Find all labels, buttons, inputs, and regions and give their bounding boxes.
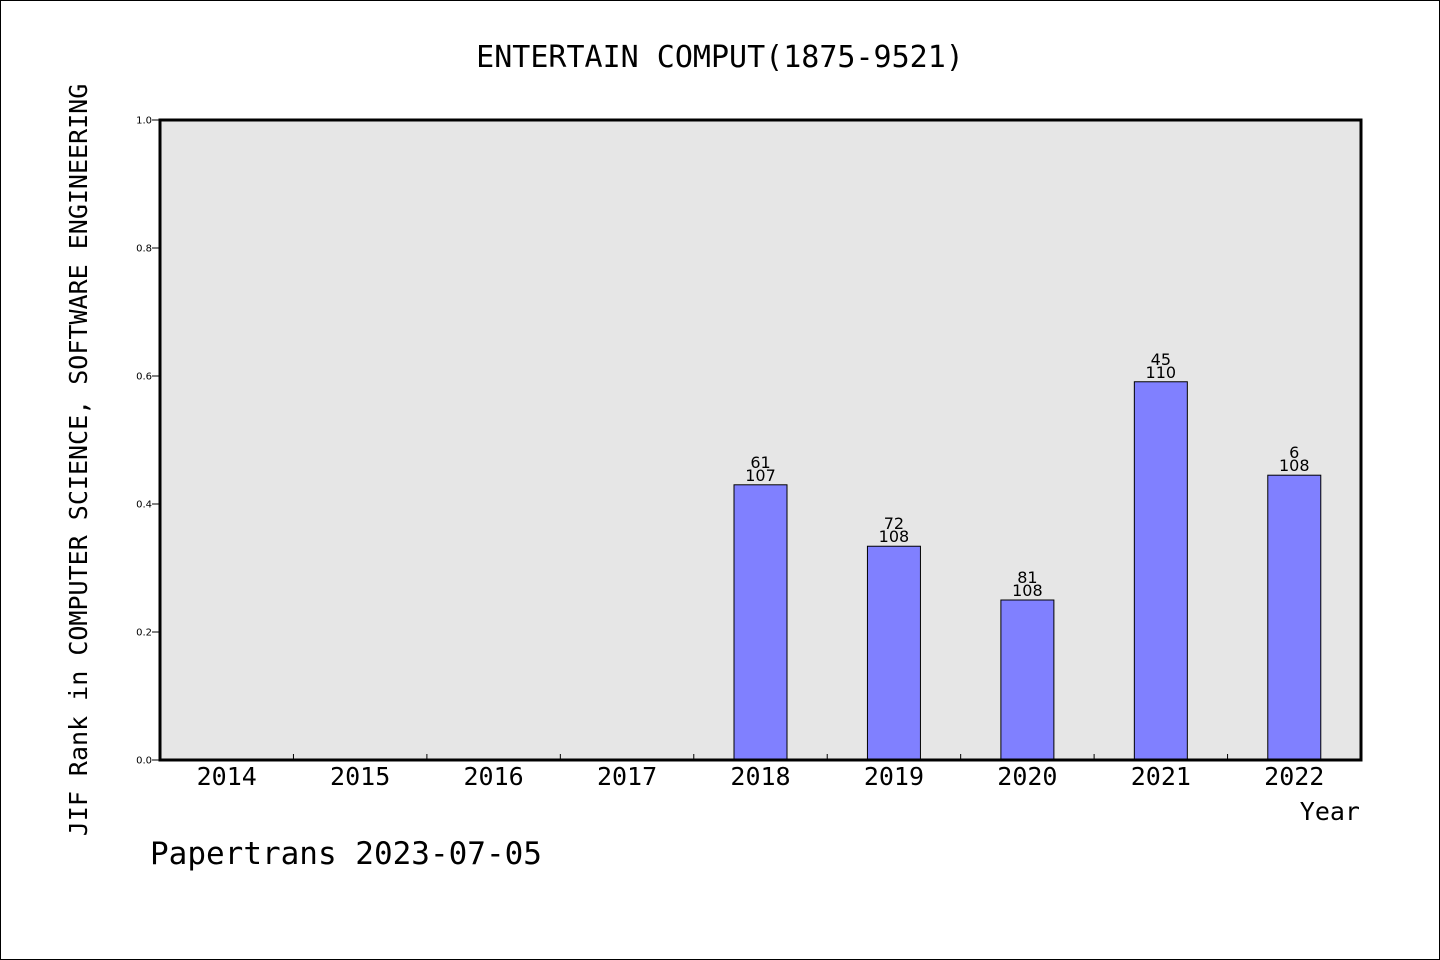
x-tick-label-2019: 2019 <box>864 762 924 791</box>
y-tick-label: 0.8 <box>136 244 152 255</box>
bar-2022 <box>1267 474 1322 761</box>
y-tick-label: 0.4 <box>136 500 152 511</box>
bar-total-label: 108 <box>1012 581 1043 600</box>
y-ticks-group: 0.0 0.2 0.4 0.6 0.8 1.0 <box>136 116 160 767</box>
x-ticks-group: 2014 2015 2016 2017 2018 2019 2020 2021 2022 <box>197 754 1324 791</box>
bar-2019 <box>866 545 921 761</box>
y-tick-label: 0.6 <box>136 372 152 383</box>
bar-rank-label: 61 <box>750 453 770 472</box>
chart-title: ENTERTAIN COMPUT(1875-9521) <box>476 40 964 75</box>
bar-rank-label: 45 <box>1151 350 1171 369</box>
y-axis-label: JIF Rank in COMPUTER SCIENCE, SOFTWARE E… <box>64 84 93 837</box>
plot-border <box>158 118 1363 762</box>
bar-rank-label: 6 <box>1289 443 1299 462</box>
bar-total-label: 108 <box>879 527 910 546</box>
y-tick-label: 1.0 <box>136 116 152 127</box>
x-tick-label-2017: 2017 <box>597 762 657 791</box>
x-tick-label-2022: 2022 <box>1264 762 1324 791</box>
y-tick-label: 0.0 <box>136 756 152 767</box>
footer-credit: Papertrans 2023-07-05 <box>150 836 542 872</box>
x-tick-label-2020: 2020 <box>997 762 1057 791</box>
x-tick-label-2021: 2021 <box>1131 762 1191 791</box>
bar-total-label: 110 <box>1146 363 1177 382</box>
y-tick-label: 0.2 <box>136 628 152 639</box>
x-tick-label-2015: 2015 <box>330 762 390 791</box>
bar-2020 <box>1000 599 1055 761</box>
bar-total-label: 108 <box>1279 456 1310 475</box>
bar-rank-label: 81 <box>1017 568 1037 587</box>
bar-total-label: 107 <box>745 466 776 485</box>
x-tick-label-2014: 2014 <box>197 762 257 791</box>
x-axis-label: Year <box>1300 797 1360 826</box>
bar-2021 <box>1133 381 1188 761</box>
x-tick-label-2016: 2016 <box>464 762 524 791</box>
bar-rank-label: 72 <box>884 514 904 533</box>
bar-2018 <box>733 484 788 761</box>
x-tick-label-2018: 2018 <box>730 762 790 791</box>
